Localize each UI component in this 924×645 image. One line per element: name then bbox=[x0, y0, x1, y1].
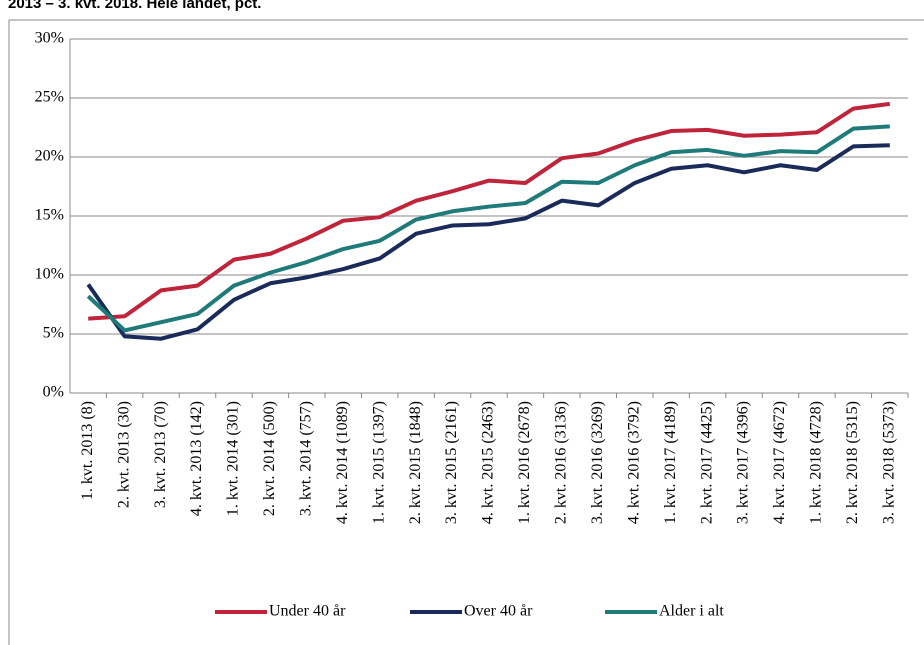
x-tick-label: 4. kvt. 2013 (142) bbox=[188, 401, 205, 516]
y-tick-label: 30% bbox=[35, 30, 64, 47]
x-tick-label: 4. kvt. 2016 (3792) bbox=[625, 401, 642, 524]
legend-label: Under 40 år bbox=[269, 603, 346, 620]
x-tick-label: 2. kvt. 2013 (30) bbox=[115, 401, 132, 508]
chart-title: 2013 – 3. kvt. 2018. Hele landet, pct. bbox=[8, 0, 261, 12]
x-tick-label: 3. kvt. 2013 (70) bbox=[152, 401, 169, 508]
y-tick-label: 0% bbox=[43, 384, 64, 401]
x-tick-label: 1. kvt. 2013 (8) bbox=[79, 401, 96, 500]
x-tick-label: 2. kvt. 2015 (1848) bbox=[407, 401, 424, 524]
x-tick-label: 4. kvt. 2014 (1089) bbox=[334, 401, 351, 524]
series-line bbox=[88, 101, 891, 321]
x-tick-label: 3. kvt. 2015 (2161) bbox=[443, 401, 460, 524]
series-line bbox=[86, 124, 890, 333]
y-tick-label: 15% bbox=[35, 207, 64, 224]
x-tick-label: 2. kvt. 2018 (5315) bbox=[844, 401, 861, 524]
y-tick-label: 20% bbox=[35, 148, 64, 165]
y-tick-label: 5% bbox=[43, 325, 64, 342]
x-tick-label: 3. kvt. 2017 (4396) bbox=[735, 401, 752, 524]
x-tick-label: 1. kvt. 2017 (4189) bbox=[662, 401, 679, 524]
legend-label: Alder i alt bbox=[659, 603, 724, 620]
x-tick-label: 2. kvt. 2017 (4425) bbox=[698, 401, 715, 524]
x-tick-label: 2. kvt. 2014 (500) bbox=[261, 401, 278, 516]
legend-label: Over 40 år bbox=[464, 603, 533, 620]
x-tick-label: 1. kvt. 2016 (2678) bbox=[516, 401, 533, 524]
x-tick-label: 4. kvt. 2015 (2463) bbox=[480, 401, 497, 524]
x-tick-label: 1. kvt. 2015 (1397) bbox=[370, 401, 387, 524]
x-tick-label: 3. kvt. 2016 (3269) bbox=[589, 401, 606, 524]
x-tick-label: 3. kvt. 2018 (5373) bbox=[880, 401, 897, 524]
y-tick-label: 10% bbox=[35, 266, 64, 283]
x-tick-label: 3. kvt. 2014 (757) bbox=[297, 401, 314, 516]
x-tick-label: 2. kvt. 2016 (3136) bbox=[553, 401, 570, 524]
y-tick-label: 25% bbox=[35, 89, 64, 106]
x-tick-label: 1. kvt. 2014 (301) bbox=[225, 401, 242, 516]
x-tick-label: 1. kvt. 2018 (4728) bbox=[808, 401, 825, 524]
x-tick-label: 4. kvt. 2017 (4672) bbox=[771, 401, 788, 524]
series-line bbox=[86, 143, 890, 341]
